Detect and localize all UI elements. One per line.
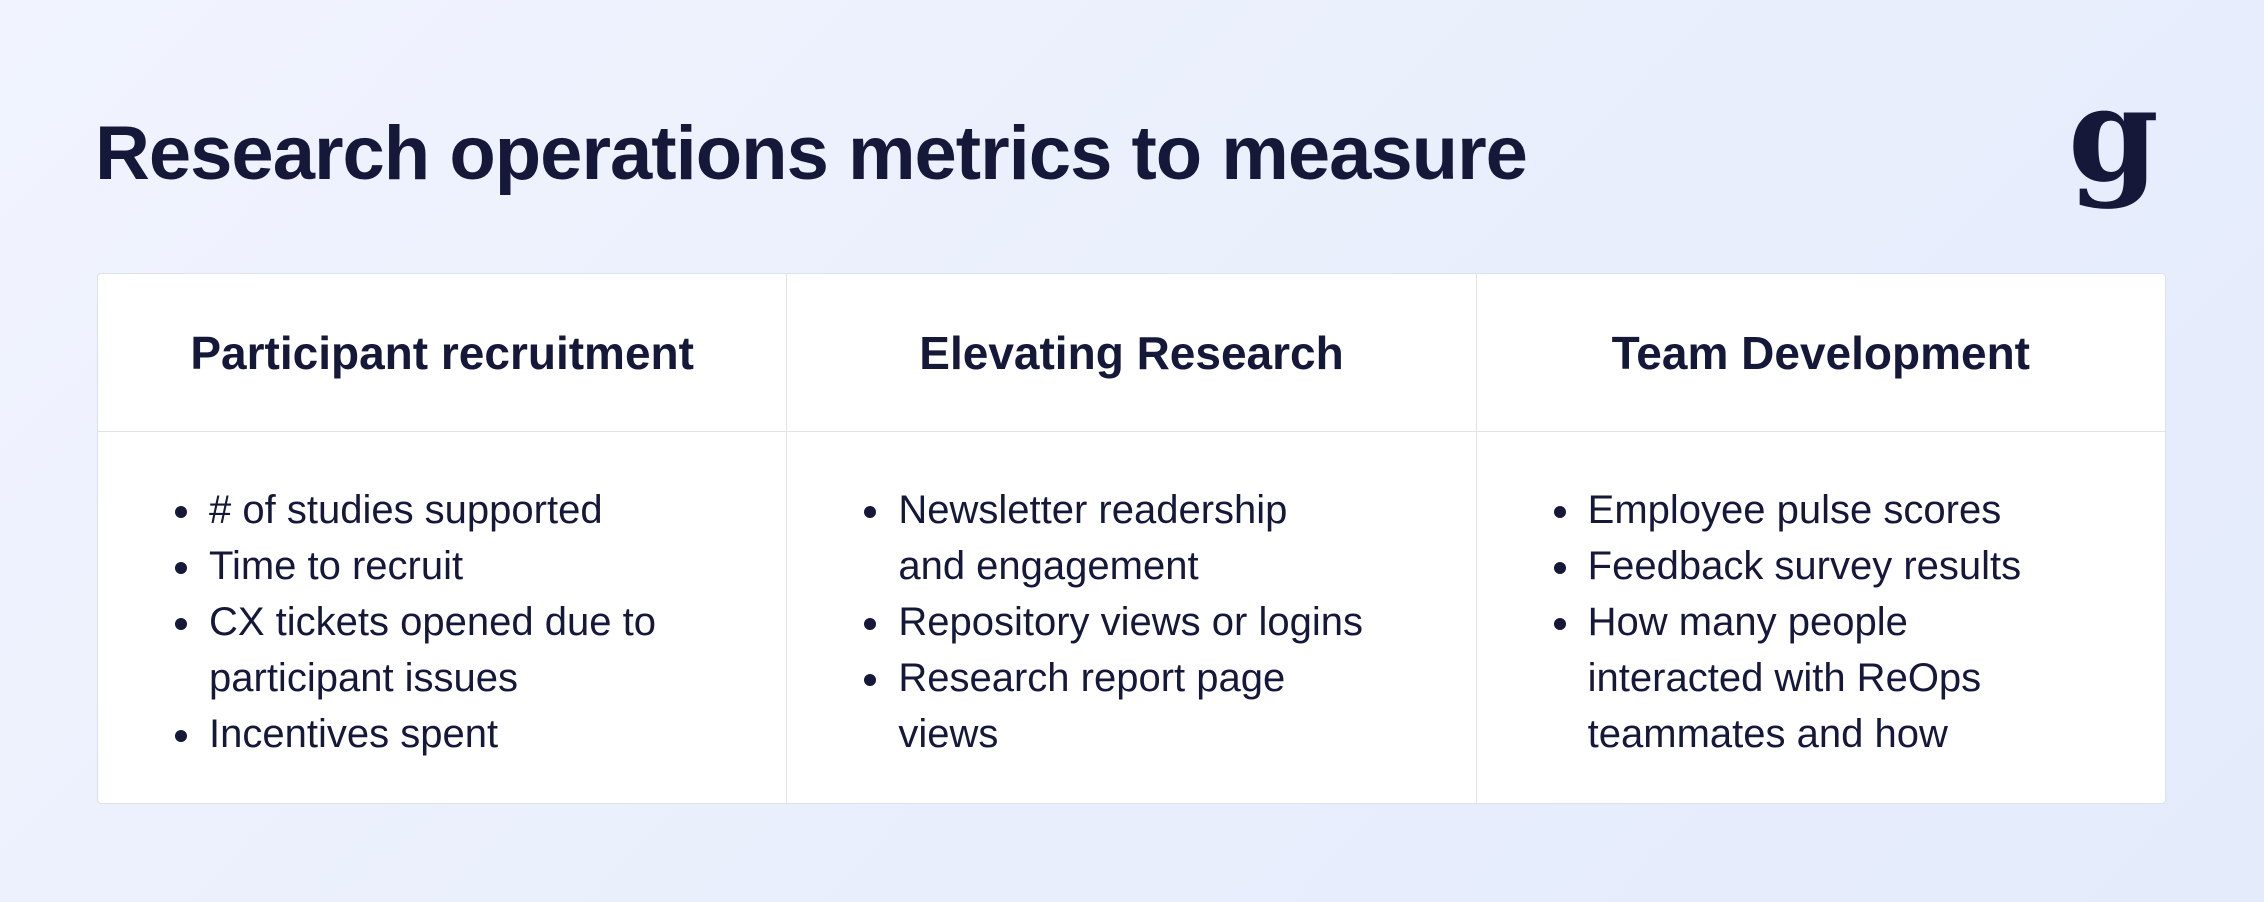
column-heading: Elevating Research <box>787 274 1476 432</box>
metric-text: How many people <box>1587 600 1908 644</box>
metric-item: Feedback survey results <box>1584 538 2165 594</box>
metric-item: Newsletter readership and engagement <box>894 482 1475 594</box>
metric-item: Repository views or logins <box>894 594 1475 650</box>
metric-text: Feedback survey results <box>1587 544 2022 588</box>
metric-text: Newsletter readership <box>898 488 1288 532</box>
column-heading: Team Development <box>1476 274 2165 432</box>
metric-list: Employee pulse scores Feedback survey res… <box>1477 432 2165 762</box>
metric-text: participant issues <box>209 656 519 700</box>
metric-item: Incentives spent <box>205 706 786 762</box>
metric-text: interacted with ReOps <box>1587 656 1982 700</box>
metric-item: How many people interacted with ReOps team… <box>1584 594 2165 762</box>
metric-text: CX tickets opened due to <box>209 600 656 644</box>
metric-text: Time to recruit <box>209 544 464 588</box>
metric-text: views <box>898 712 999 756</box>
metric-list: # of studies supported Time to recruit CX … <box>98 432 786 762</box>
metric-text: # of studies supported <box>209 488 603 532</box>
logo: g <box>2068 58 2159 211</box>
metrics-table: Participant recruitment# of studies supp… <box>97 273 2166 804</box>
metric-item: Time to recruit <box>205 538 786 594</box>
metric-item: Employee pulse scores <box>1584 482 2165 538</box>
metric-item: # of studies supported <box>205 482 786 538</box>
page-title: Research operations metrics to measure <box>95 111 1528 196</box>
metric-text: teammates and how <box>1587 712 1948 756</box>
table-column: Participant recruitment# of studies supp… <box>98 274 787 803</box>
metric-item: CX tickets opened due to participant issu… <box>205 594 786 706</box>
table-column: Elevating Research Newsletter readership a… <box>786 274 1476 803</box>
metric-text: Research report page <box>898 656 1286 700</box>
table-column: Team Development Employee pulse scores Fee… <box>1475 274 2165 803</box>
metric-list: Newsletter readership and engagement Repos… <box>787 432 1475 762</box>
metric-item: Research report page views <box>894 650 1475 762</box>
metric-text: Employee pulse scores <box>1587 488 2002 532</box>
metric-text: and engagement <box>898 544 1199 588</box>
metric-text: Repository views or logins <box>898 600 1363 644</box>
metric-text: Incentives spent <box>209 712 499 756</box>
column-heading: Participant recruitment <box>98 274 787 432</box>
